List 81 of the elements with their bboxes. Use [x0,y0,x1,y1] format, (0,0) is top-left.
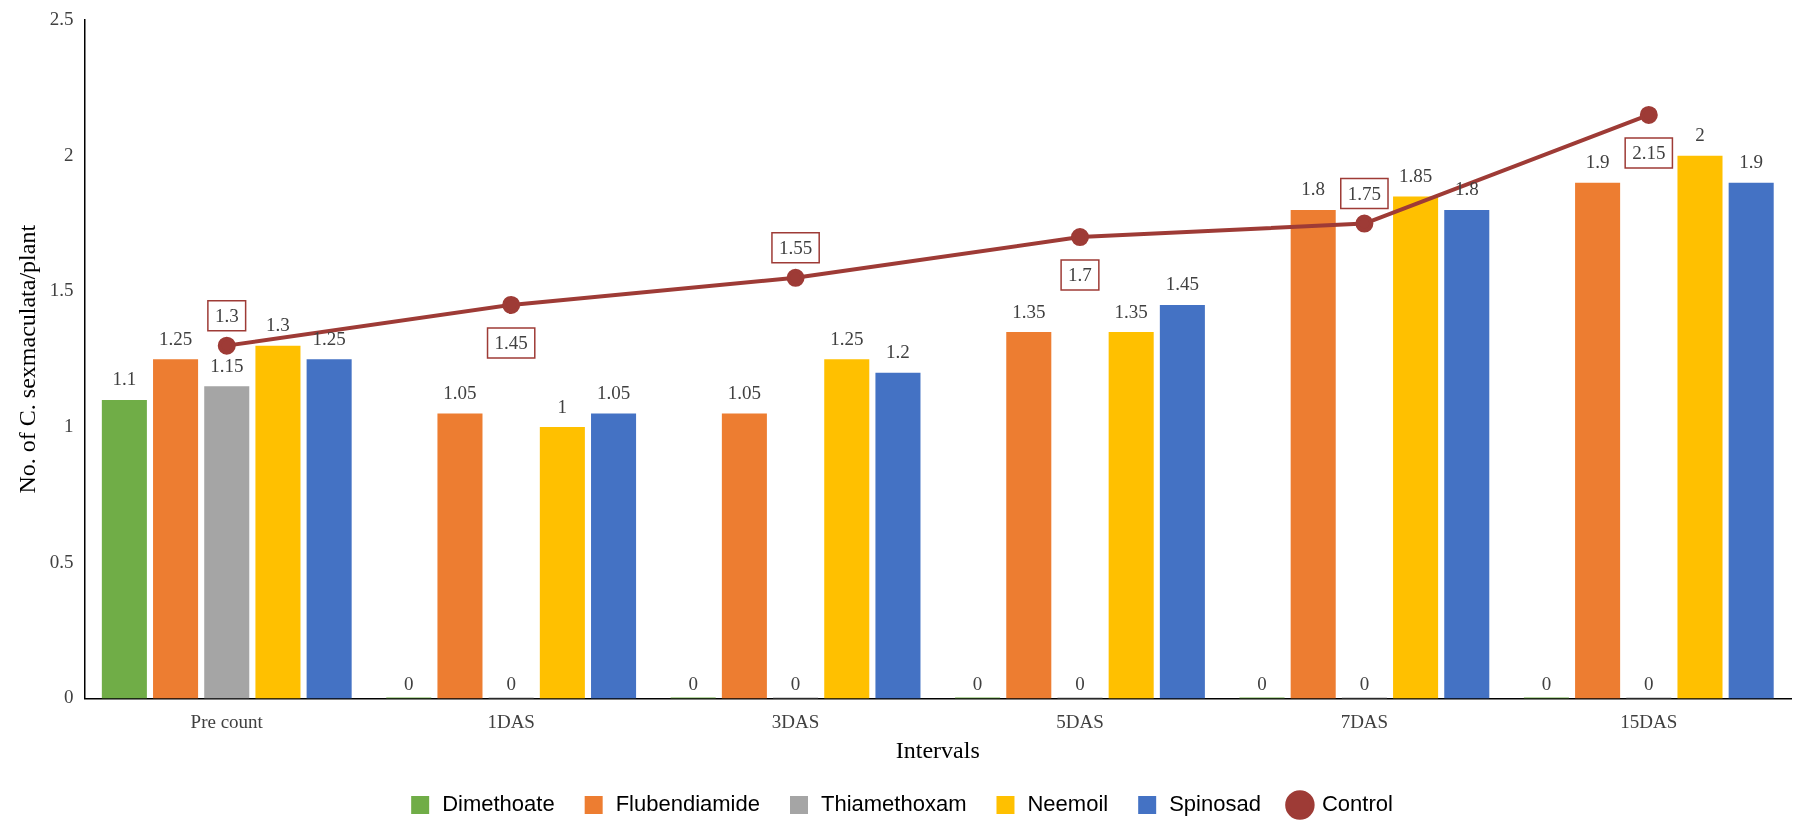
data-label: 0 [1075,672,1085,694]
bar [1444,209,1490,699]
data-label: 1.25 [312,327,346,349]
data-label: 1.2 [886,341,910,363]
bar [437,413,483,699]
data-label: 1.05 [443,381,477,403]
data-label: 1.45 [1165,273,1199,295]
data-label: 1.35 [1012,300,1046,322]
data-label: 1.85 [1398,164,1433,186]
point [502,295,521,314]
bar [1108,332,1154,699]
data-label: 0 [1541,672,1552,694]
y-tick-label: 0.5 [49,550,74,572]
bar [255,345,301,699]
x-tick-label: 1DAS [487,710,535,732]
data-label: 1 [557,395,568,417]
y-axis-title: No. of C. sexmaculata/plant [13,224,40,494]
legend-label: Neemoil [1027,791,1109,817]
legend-label: Flubendiamide [615,791,760,817]
bar [1290,209,1336,699]
data-label: 0 [688,672,698,694]
x-tick-label: 15DAS [1620,710,1678,732]
y-tick-label: 0 [64,686,74,708]
point [786,268,805,287]
data-label: 1.1 [112,368,137,390]
x-tick-label: 7DAS [1340,710,1389,732]
bar [153,359,199,699]
data-label: 1.05 [727,381,761,403]
x-axis-title: Intervals [895,736,980,763]
data-label: 1.25 [830,327,864,349]
legend-label: Thiamethoxam [820,791,967,817]
data-label: 1.3 [214,304,239,326]
data-label: 2.15 [1632,141,1666,163]
data-label: 1.15 [210,354,244,376]
data-label: 1.9 [1585,151,1610,173]
legend-label: Dimethoate [442,791,555,817]
bar [1159,304,1205,699]
bar [721,413,767,699]
bar [875,372,921,699]
x-tick-label: Pre count [190,710,264,732]
bar [591,413,637,699]
data-label: 1.35 [1114,300,1148,322]
data-label: 1.8 [1301,178,1326,200]
y-tick-label: 2 [64,143,74,165]
data-label: 0 [404,672,414,694]
data-label: 0 [1644,672,1654,694]
data-label: 1.25 [158,327,193,349]
data-label: 0 [1359,672,1370,694]
data-label: 0 [506,672,516,694]
bar [824,359,870,699]
legend-label: Spinosad [1169,791,1261,817]
data-label: 2 [1695,124,1705,146]
point [1070,228,1089,247]
data-label: 1.9 [1739,151,1764,173]
bar [1677,155,1723,699]
data-label: 0 [1257,672,1267,694]
point [1355,214,1374,233]
bar [1575,182,1621,699]
y-tick-label: 1.5 [49,279,74,301]
bar [306,359,352,699]
bar [539,427,585,699]
data-label: 1.7 [1068,264,1092,286]
bar [204,386,250,699]
data-label: 1.05 [596,381,631,403]
x-tick-label: 5DAS [1056,710,1104,732]
data-label: 0 [972,672,983,694]
bar [1006,332,1052,699]
data-label: 0 [790,672,801,694]
bar [1393,196,1439,699]
point [1639,105,1658,124]
data-label: 1.45 [494,331,528,353]
point [217,336,236,355]
y-tick-label: 2.5 [49,7,74,29]
data-label: 1.3 [266,314,290,336]
data-label: 1.75 [1347,182,1382,204]
bar [1728,182,1774,699]
legend-label: Control [1321,791,1393,817]
x-tick-label: 3DAS [771,710,820,732]
y-tick-label: 1 [64,415,74,437]
data-label: 1.55 [778,236,813,258]
bar [101,399,147,699]
